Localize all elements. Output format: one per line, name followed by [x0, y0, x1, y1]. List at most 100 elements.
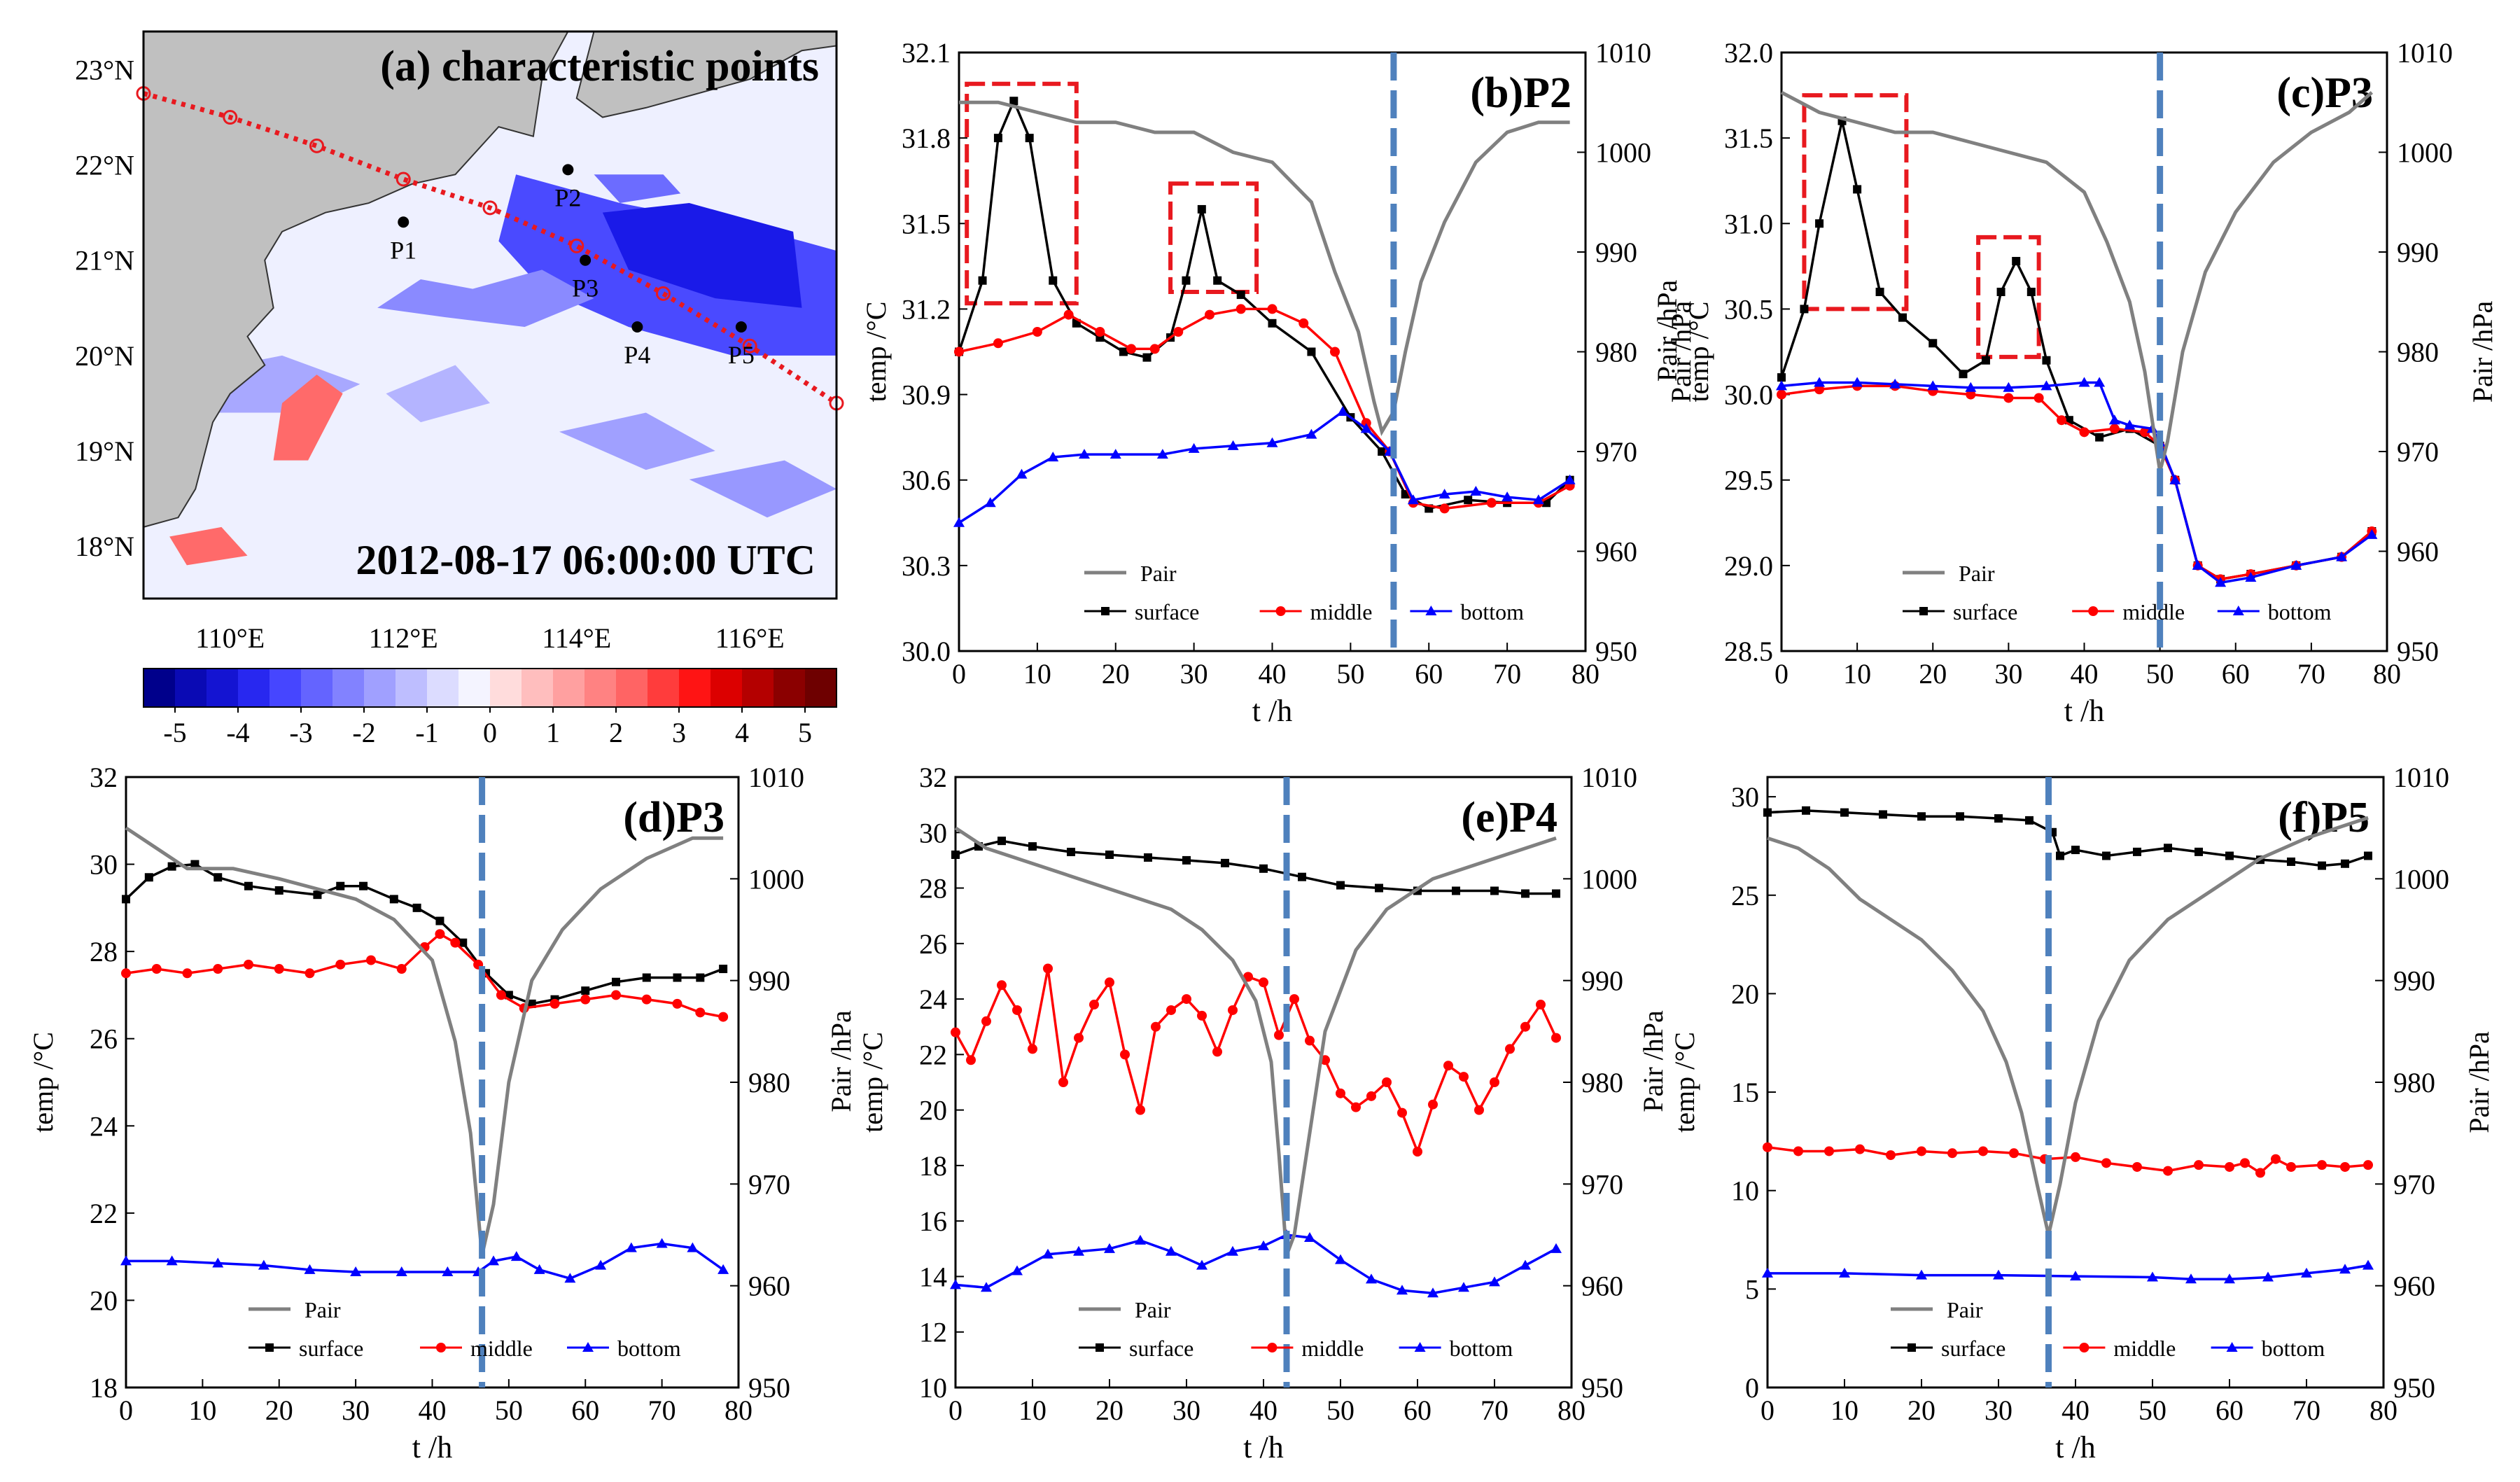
series-line-pair	[125, 826, 724, 1256]
y2-tick-label: 980	[1595, 337, 1637, 368]
legend-pair-label: Pair	[1947, 1297, 1983, 1322]
y-tick-label: 26	[90, 1023, 118, 1055]
middle-marker	[2255, 1168, 2265, 1178]
longitude-labels: 110°E 112°E 114°E 116°E	[195, 622, 784, 654]
point-marker-p2	[562, 164, 574, 176]
surface-marker	[2341, 859, 2349, 868]
bottom-marker	[1470, 486, 1482, 496]
middle-marker	[2057, 415, 2067, 426]
track-marker	[656, 286, 671, 301]
bottom-marker	[1762, 1267, 1773, 1278]
track-marker	[223, 110, 238, 125]
y2-tick-label: 970	[1595, 436, 1637, 468]
surface-marker	[1142, 353, 1152, 362]
surface-marker	[1800, 305, 1809, 314]
chart-panel-d: 0 10 20 30 40 50 60 70 80 t /h 18 20 22 24 26 28 30 32 950…	[27, 762, 804, 1464]
point-marker-p1	[398, 216, 410, 228]
middle-marker	[1166, 1005, 1176, 1015]
bottom-marker	[533, 1264, 545, 1274]
y2-tick-label: 1000	[748, 863, 804, 895]
y-axis-label-secondary: Pair /hPa	[1651, 279, 1683, 382]
bottom-marker	[1047, 452, 1059, 462]
middle-marker	[1777, 389, 1786, 400]
surface-marker	[1521, 889, 1530, 898]
surface-marker	[1464, 496, 1473, 505]
surface-marker	[2164, 844, 2172, 853]
point-marker-p3	[580, 254, 592, 266]
series-line-pair	[1767, 816, 2369, 1236]
middle-marker	[1028, 1044, 1037, 1054]
bottom-marker	[1073, 1245, 1084, 1256]
x-tick-label: 80	[2370, 1394, 2398, 1426]
bottom-marker	[1839, 1267, 1850, 1278]
surface-marker	[2364, 851, 2372, 860]
middle-marker	[993, 338, 1003, 349]
middle-marker	[1520, 1021, 1530, 1032]
x-tick-label: 0	[952, 658, 966, 690]
legend-bottom-label: bottom	[2262, 1336, 2325, 1361]
y-tick-label: 10	[1731, 1175, 1759, 1207]
middle-marker	[966, 1055, 976, 1065]
cold-anomaly-patch	[594, 174, 681, 204]
y2-tick-label: 980	[2393, 1067, 2435, 1098]
middle-marker	[550, 998, 560, 1009]
surface-marker	[1777, 373, 1786, 382]
bottom-marker	[1016, 468, 1028, 479]
y2-axis-label: Pair /hPa	[2463, 1031, 2495, 1133]
y2-tick-label: 1000	[1595, 137, 1651, 169]
middle-marker	[1413, 1147, 1422, 1157]
x-tick-label: 30	[1180, 658, 1208, 690]
y2-tick-label: 980	[748, 1067, 790, 1098]
x-tick-label: 80	[2373, 658, 2401, 690]
middle-marker	[1855, 1144, 1865, 1154]
y-tick-label: 32	[919, 762, 947, 793]
surface-marker	[1853, 185, 1862, 194]
point-label-p5: P5	[728, 341, 755, 369]
surface-marker	[951, 850, 960, 859]
colorbar-swatch	[490, 669, 522, 707]
middle-marker	[496, 990, 506, 1000]
point-label-p2: P2	[554, 183, 581, 211]
middle-marker	[1397, 1107, 1407, 1118]
surface-marker	[993, 134, 1002, 143]
x-tick-label: 50	[1326, 1394, 1354, 1426]
mainland-coast	[143, 31, 570, 529]
surface-marker	[1452, 886, 1460, 895]
surface-marker	[122, 895, 130, 904]
x-tick-label: 70	[648, 1394, 676, 1426]
middle-marker	[335, 959, 346, 970]
bottom-marker	[1427, 1287, 1438, 1298]
legend-bottom-label: bottom	[2268, 599, 2332, 624]
middle-marker	[1105, 977, 1114, 988]
legend-pair-label: Pair	[1135, 1297, 1171, 1322]
bottom-marker	[1776, 380, 1787, 391]
middle-marker	[1274, 1030, 1284, 1040]
x-tick-label: 50	[1336, 658, 1364, 690]
x-tick-label: 20	[1907, 1394, 1935, 1426]
bottom-marker	[2224, 1273, 2235, 1284]
colorbar-swatch	[805, 669, 837, 707]
colorbar-swatch	[144, 669, 176, 707]
point-label-p1: P1	[390, 236, 416, 264]
bottom-marker	[1079, 449, 1090, 459]
legend-middle-label: middle	[2122, 599, 2185, 624]
x-tick-label: 80	[1558, 1394, 1586, 1426]
y-tick-label: 30.0	[902, 636, 951, 667]
surface-marker	[1049, 276, 1058, 285]
y-tick-label: 31.5	[902, 208, 951, 239]
surface-marker	[244, 881, 253, 890]
y2-tick-label: 990	[2393, 965, 2435, 997]
surface-marker	[1236, 291, 1245, 300]
surface-marker	[1268, 319, 1277, 328]
surface-marker	[2194, 847, 2203, 856]
y-tick-label: 26	[919, 928, 947, 960]
surface-marker	[2133, 847, 2141, 856]
bottom-marker	[1335, 1254, 1346, 1264]
point-label-p4: P4	[624, 341, 650, 369]
colorbar-swatch	[774, 669, 806, 707]
series-line-middle	[954, 968, 1558, 1156]
legend-surface-label: surface	[1135, 599, 1199, 624]
surface-marker	[1378, 447, 1387, 456]
map-timestamp: 2012-08-17 06:00:00 UTC	[356, 537, 816, 583]
middle-marker	[2140, 427, 2150, 438]
